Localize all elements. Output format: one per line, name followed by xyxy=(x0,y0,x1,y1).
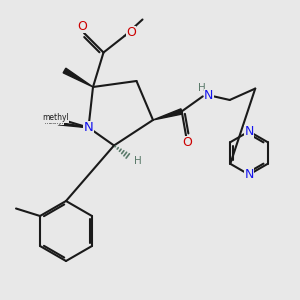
Text: H: H xyxy=(198,83,206,93)
Text: methyl: methyl xyxy=(42,113,69,122)
Text: methyl: methyl xyxy=(43,114,68,120)
Text: N: N xyxy=(204,89,213,102)
Text: N: N xyxy=(244,168,254,181)
Text: N: N xyxy=(244,125,254,138)
Text: O: O xyxy=(78,20,87,33)
Text: O: O xyxy=(182,136,192,149)
Polygon shape xyxy=(63,68,93,87)
Text: H: H xyxy=(134,155,141,166)
Text: O: O xyxy=(126,26,136,39)
Text: methyl: methyl xyxy=(45,120,64,125)
Polygon shape xyxy=(153,109,182,120)
Text: N: N xyxy=(84,121,93,134)
Text: N: N xyxy=(84,121,93,134)
